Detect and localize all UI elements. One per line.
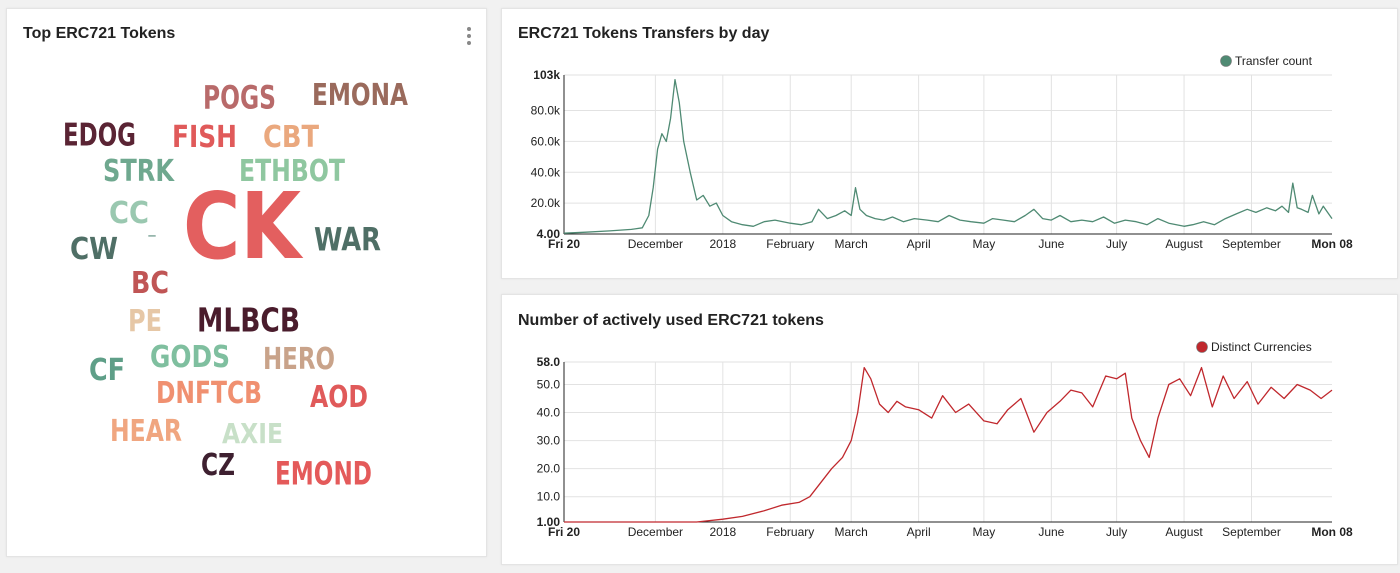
transfers-chart: 4.00 20.0k 40.0k 60.0k 80.0k 103k Fri 20 Decemb… [531,54,1353,251]
more-options-icon[interactable] [466,27,472,45]
x-tick-label: May [973,525,996,539]
x-tick-label: April [907,237,931,251]
x-tick-label: August [1165,237,1203,251]
x-tick-label: February [766,525,814,539]
x-tick-label: September [1222,237,1281,251]
chart-title: ERC721 Tokens Transfers by day [518,25,770,42]
word-pogs: POGS [203,79,276,117]
y-tick-label: 40.0 [537,406,561,420]
word-dnftcb: DNFTCB [156,376,262,411]
word-ck: CK [183,173,304,280]
word-hear: HEAR [110,414,182,449]
word-cbt: CBT [263,120,319,155]
y-tick-label: 60.0k [531,134,561,148]
y-tick-label: 1.00 [537,515,561,529]
active-tokens-chart: 1.00 10.0 20.0 30.0 40.0 50.0 58.0 Fri 20 Decemb… [537,340,1353,539]
word-emond: EMOND [275,455,372,493]
y-tick-label: 20.0k [531,196,561,210]
x-tick-label: Fri 20 [548,237,580,251]
x-tick-label: March [835,525,868,539]
series-line [563,78,1333,234]
x-tick-label: December [628,525,683,539]
x-tick-label: Mon 08 [1311,237,1353,251]
word-cloud-title: Top ERC721 Tokens [23,25,176,42]
legend-marker [1196,341,1208,353]
word-: - [147,231,157,240]
y-tick-label: 40.0k [531,165,561,179]
y-tick-label: 4.00 [537,227,561,241]
x-tick-label: July [1106,525,1127,539]
word-cf: CF [89,353,125,388]
x-tick-label: March [835,237,868,251]
x-tick-label: April [907,525,931,539]
legend-label: Transfer count [1235,54,1313,68]
x-tick-label: July [1106,237,1127,251]
word-pe: PE [128,304,162,339]
x-tick-label: Fri 20 [548,525,580,539]
word-hero: HERO [263,342,335,377]
word-strk: STRK [103,154,175,189]
word-cloud-card: Top ERC721 Tokens POGS EMONA EDOG FISH CBT ST… [6,8,487,557]
x-tick-label: Mon 08 [1311,525,1353,539]
word-bc: BC [131,266,169,301]
chart-title: Number of actively used ERC721 tokens [518,312,824,329]
x-tick-label: September [1222,525,1281,539]
y-tick-label: 103k [533,68,560,82]
legend-marker [1220,55,1232,67]
x-tick-label: 2018 [709,525,736,539]
y-tick-label: 80.0k [531,104,561,118]
word-cw: CW [70,232,118,267]
word-cc: CC [109,196,149,231]
word-aod: AOD [310,380,368,415]
x-tick-label: December [628,237,683,251]
word-mlbcb: MLBCB [197,300,300,339]
word-cz: CZ [201,448,235,483]
x-tick-label: February [766,237,814,251]
series-line [564,366,1333,523]
word-edog: EDOG [63,118,136,154]
transfers-chart-card: ERC721 Tokens Transfers by day 4.00 20.0k… [501,8,1398,279]
legend-label: Distinct Currencies [1211,340,1312,354]
word-gods: GODS [150,340,230,375]
word-emona: EMONA [312,78,409,113]
word-axie: AXIE [222,417,283,450]
x-tick-label: 2018 [709,237,736,251]
x-tick-label: May [973,237,996,251]
x-tick-label: August [1165,525,1203,539]
word-war: WAR [314,221,381,259]
word-ethbot: ETHBOT [239,154,345,189]
y-tick-label: 10.0 [537,490,561,504]
x-tick-label: June [1038,525,1064,539]
y-tick-label: 30.0 [537,434,561,448]
y-tick-label: 58.0 [537,355,561,369]
x-tick-label: June [1038,237,1064,251]
word-fish: FISH [172,120,237,155]
y-tick-label: 20.0 [537,462,561,476]
active-tokens-chart-card: Number of actively used ERC721 tokens 1.… [501,294,1398,565]
y-tick-label: 50.0 [537,377,561,391]
